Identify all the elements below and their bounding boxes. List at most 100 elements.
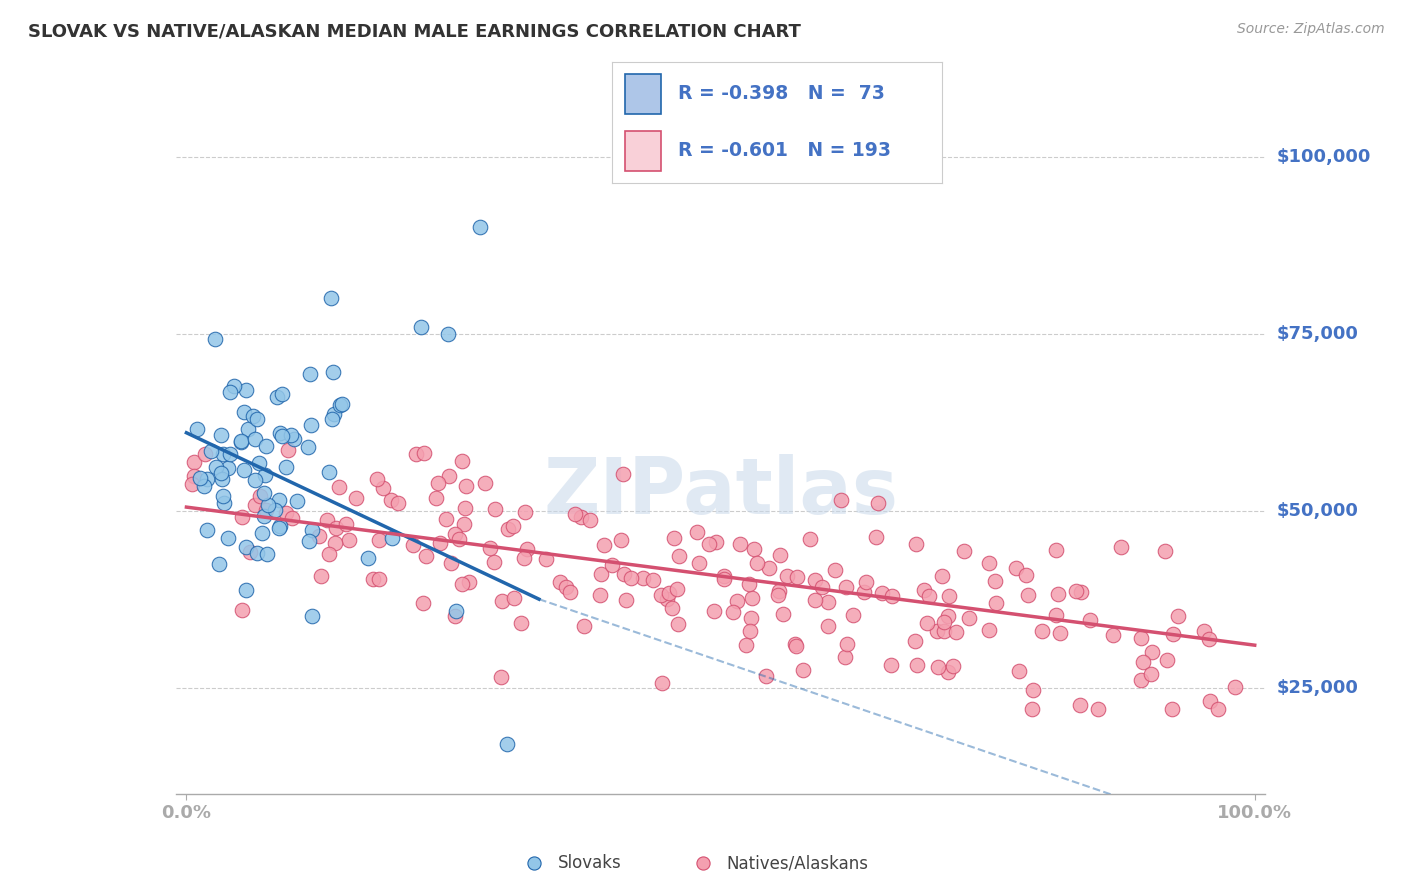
Point (555, 580, 578, 594)
Point (905, 536, 928, 550)
Point (211, 472, 233, 486)
Text: ZIPatlas: ZIPatlas (543, 454, 898, 530)
Point (243, 432, 266, 446)
Point (253, 508, 276, 523)
Point (239, 544, 262, 558)
Point (799, 532, 821, 546)
Point (817, 619, 839, 633)
Point (263, 503, 285, 517)
Point (322, 407, 344, 421)
Point (444, 604, 467, 618)
Point (614, 593, 637, 607)
Point (256, 547, 278, 561)
Point (927, 660, 949, 674)
Point (725, 594, 748, 608)
Point (768, 583, 790, 598)
Point (516, 541, 538, 556)
Point (977, 624, 1000, 638)
Point (658, 585, 681, 599)
Point (741, 591, 763, 605)
Point (817, 595, 839, 609)
Point (865, 530, 887, 544)
Point (730, 537, 752, 551)
Point (1004, 561, 1026, 575)
Point (280, 427, 302, 442)
Point (212, 489, 235, 503)
Point (219, 447, 242, 461)
Point (454, 500, 477, 515)
Point (866, 496, 889, 510)
Point (1087, 702, 1109, 716)
Point (785, 639, 807, 653)
Point (229, 435, 252, 450)
Point (740, 624, 762, 639)
Point (186, 422, 208, 436)
Point (579, 513, 602, 527)
Point (650, 588, 672, 602)
Point (1198, 632, 1220, 646)
Point (758, 561, 780, 575)
Point (247, 457, 270, 471)
Point (721, 605, 744, 619)
Point (195, 523, 218, 537)
Point (219, 384, 242, 399)
Point (880, 589, 903, 603)
Point (195, 472, 218, 486)
Point (515, 505, 537, 519)
Point (548, 575, 571, 590)
Point (523, 856, 546, 871)
Point (915, 616, 938, 631)
Point (1130, 631, 1153, 645)
Point (1031, 624, 1053, 639)
Point (936, 665, 959, 679)
Point (932, 624, 955, 638)
Point (1078, 613, 1101, 627)
Point (942, 659, 965, 673)
Point (285, 494, 308, 508)
Point (484, 555, 506, 569)
Point (458, 574, 481, 589)
Point (281, 510, 304, 524)
Point (451, 454, 474, 468)
Point (297, 441, 319, 455)
Point (211, 427, 233, 442)
Point (256, 503, 278, 517)
Point (267, 493, 290, 508)
Point (657, 591, 679, 606)
Point (703, 603, 725, 617)
Point (269, 518, 291, 533)
Point (366, 472, 388, 486)
Point (330, 397, 353, 411)
Point (453, 516, 475, 531)
Point (1156, 653, 1178, 667)
Point (429, 535, 451, 549)
Point (193, 479, 215, 493)
Point (235, 383, 257, 397)
Point (204, 332, 226, 346)
Point (600, 558, 623, 573)
Point (766, 589, 789, 603)
Point (903, 634, 925, 648)
Point (427, 475, 450, 490)
Point (277, 443, 299, 458)
Point (443, 527, 465, 541)
Point (907, 658, 929, 673)
Point (322, 365, 344, 379)
Point (447, 532, 470, 546)
Point (536, 551, 558, 566)
Point (329, 398, 352, 412)
Point (945, 624, 967, 639)
Point (666, 582, 689, 597)
Point (938, 589, 960, 603)
Point (953, 544, 976, 558)
Point (811, 580, 834, 594)
Point (1045, 607, 1067, 622)
Point (830, 492, 852, 507)
Point (713, 572, 735, 586)
Point (274, 460, 297, 475)
Point (783, 637, 806, 651)
Point (339, 533, 361, 547)
Point (936, 609, 959, 624)
Point (274, 507, 297, 521)
Point (792, 664, 814, 678)
